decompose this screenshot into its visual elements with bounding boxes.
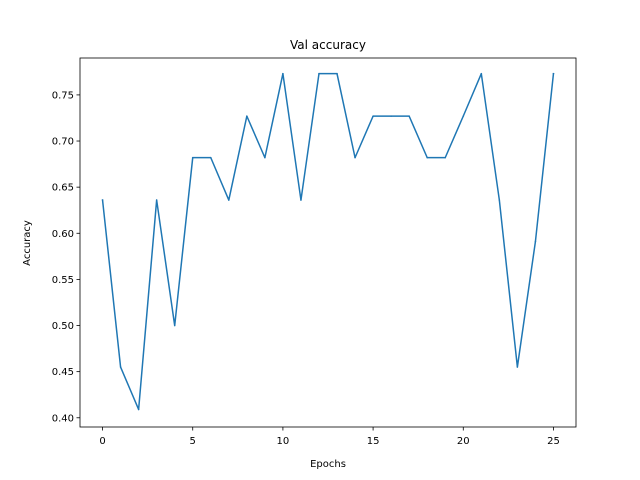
y-tick-label: 0.55 <box>52 275 74 286</box>
x-tick-label: 10 <box>277 436 290 447</box>
data-point <box>336 72 338 75</box>
data-point <box>516 366 519 368</box>
y-tick-label: 0.60 <box>52 229 74 240</box>
x-axis-ticks: 0 5 10 15 20 25 <box>99 427 560 447</box>
data-point <box>101 199 104 201</box>
data-point <box>462 115 465 117</box>
data-point <box>318 72 320 75</box>
y-tick-label: 0.45 <box>52 367 74 378</box>
data-point <box>480 72 483 75</box>
data-point <box>300 199 302 201</box>
data-point <box>210 156 212 159</box>
plot-area <box>79 57 577 428</box>
x-tick-label: 20 <box>457 436 470 447</box>
data-point <box>119 366 122 368</box>
x-tick-label: 25 <box>547 436 560 447</box>
data-point <box>534 240 537 243</box>
y-axis-label: Accuracy <box>22 220 33 266</box>
chart-title: Val accuracy <box>290 38 366 52</box>
data-point <box>137 408 140 411</box>
x-axis-label: Epochs <box>310 459 346 470</box>
data-point <box>246 115 248 117</box>
y-tick-label: 0.40 <box>52 413 74 424</box>
data-point <box>498 199 501 201</box>
data-point <box>408 115 410 117</box>
x-tick-label: 0 <box>99 436 105 447</box>
data-point <box>372 115 374 117</box>
data-point <box>390 115 392 117</box>
data-point <box>173 324 176 327</box>
data-point <box>264 156 266 159</box>
x-tick-label: 15 <box>367 436 380 447</box>
series-line-0 <box>101 72 555 411</box>
data-point <box>354 156 356 159</box>
data-point <box>228 199 230 201</box>
y-axis-ticks: 0.40 0.45 0.50 0.55 0.60 0.65 0.70 0.75 <box>52 90 80 424</box>
data-point <box>444 156 446 159</box>
x-tick-label: 5 <box>190 436 196 447</box>
y-tick-label: 0.65 <box>52 183 74 194</box>
axes-frame <box>79 57 577 428</box>
data-point <box>282 72 284 75</box>
data-point <box>191 156 194 159</box>
data-point <box>552 72 555 75</box>
y-tick-label: 0.70 <box>52 137 74 148</box>
y-tick-label: 0.50 <box>52 321 74 332</box>
y-tick-label: 0.75 <box>52 90 74 101</box>
data-point <box>426 156 428 159</box>
data-point <box>155 199 158 201</box>
